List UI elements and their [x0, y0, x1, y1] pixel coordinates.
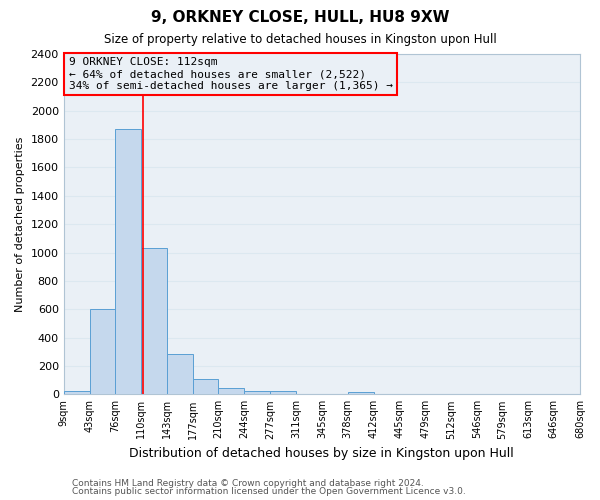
Bar [115, 129, 142, 394]
Text: 9, ORKNEY CLOSE, HULL, HU8 9XW: 9, ORKNEY CLOSE, HULL, HU8 9XW [151, 10, 449, 25]
Bar [167, 354, 193, 395]
X-axis label: Distribution of detached houses by size in Kingston upon Hull: Distribution of detached houses by size … [130, 447, 514, 460]
Text: Contains public sector information licensed under the Open Government Licence v3: Contains public sector information licen… [72, 487, 466, 496]
Bar [244, 391, 270, 394]
Bar [218, 388, 244, 394]
Text: Size of property relative to detached houses in Kingston upon Hull: Size of property relative to detached ho… [104, 32, 496, 46]
Y-axis label: Number of detached properties: Number of detached properties [15, 136, 25, 312]
Bar [64, 392, 90, 394]
Text: 9 ORKNEY CLOSE: 112sqm
← 64% of detached houses are smaller (2,522)
34% of semi-: 9 ORKNEY CLOSE: 112sqm ← 64% of detached… [69, 58, 393, 90]
Bar [90, 309, 115, 394]
Bar [270, 392, 296, 394]
Text: Contains HM Land Registry data © Crown copyright and database right 2024.: Contains HM Land Registry data © Crown c… [72, 478, 424, 488]
Bar [142, 248, 167, 394]
Bar [193, 378, 218, 394]
Bar [347, 392, 374, 394]
